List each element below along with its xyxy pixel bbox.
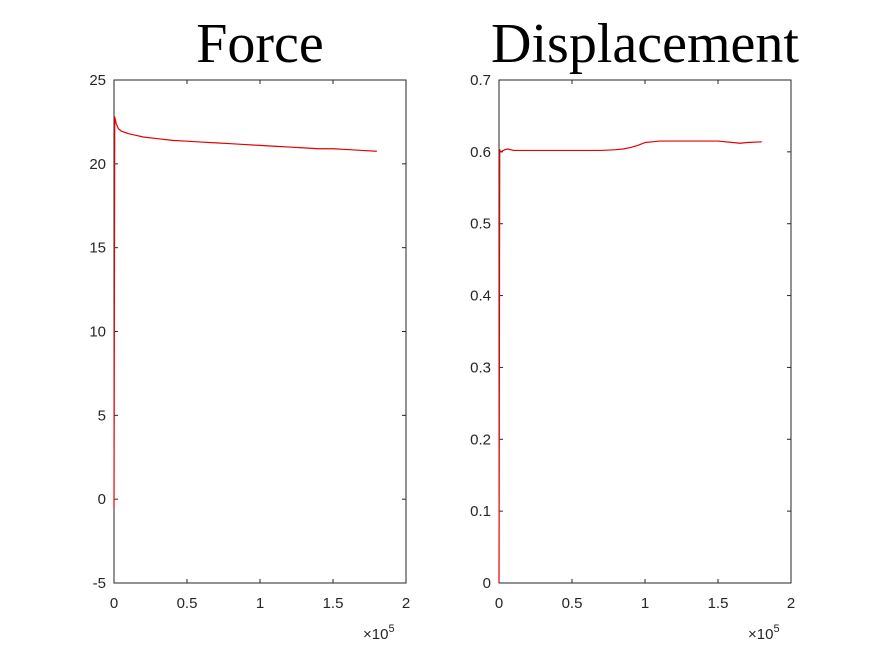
y-tick-label: 25 — [89, 72, 106, 89]
x-tick-label: 0.5 — [562, 595, 583, 612]
x-multiplier-base: ×10 — [363, 626, 388, 643]
x-tick-label: 1 — [641, 595, 649, 612]
y-tick-label: 0.6 — [470, 144, 491, 161]
y-tick-label: 0.5 — [470, 216, 491, 233]
x-tick-label: 1.5 — [708, 595, 729, 612]
x-tick-label: 0.5 — [177, 595, 198, 612]
y-tick-label: 0 — [98, 491, 106, 508]
series-line — [498, 140, 762, 584]
x-tick-label: 1 — [256, 595, 264, 612]
y-tick-label: 0.4 — [470, 288, 491, 305]
series-line — [113, 116, 377, 508]
x-tick-label: 1.5 — [323, 595, 344, 612]
y-tick-label: 5 — [98, 407, 106, 424]
x-tick-label: 0 — [495, 595, 503, 612]
y-tick-label: 10 — [89, 324, 106, 341]
x-multiplier-exponent: 5 — [388, 623, 394, 635]
x-tick-label: 2 — [787, 595, 795, 612]
x-multiplier-base: ×10 — [748, 626, 773, 643]
y-tick-label: 0 — [483, 575, 491, 592]
y-tick-label: 0.7 — [470, 72, 491, 89]
x-multiplier: ×105 — [363, 623, 395, 643]
y-tick-label: -5 — [93, 575, 106, 592]
chart-title: Displacement — [491, 13, 799, 75]
y-tick-label: 0.1 — [470, 503, 491, 520]
y-tick-label: 20 — [89, 156, 106, 173]
x-tick-label: 0 — [110, 595, 118, 612]
y-tick-label: 0.3 — [470, 359, 491, 376]
x-multiplier-exponent: 5 — [773, 623, 779, 635]
axes-box — [498, 79, 792, 584]
axes-box — [113, 79, 407, 584]
chart-panel-1: Displacement 0 0.5 1 1.5 2 0 0.1 0.2 0.3 0.4 0.5 0.6… — [470, 13, 799, 643]
x-multiplier: ×105 — [748, 623, 780, 643]
y-tick-label: 15 — [89, 240, 106, 257]
x-tick-label: 2 — [402, 595, 410, 612]
y-tick-label: 0.2 — [470, 431, 491, 448]
chart-title: Force — [196, 13, 324, 75]
